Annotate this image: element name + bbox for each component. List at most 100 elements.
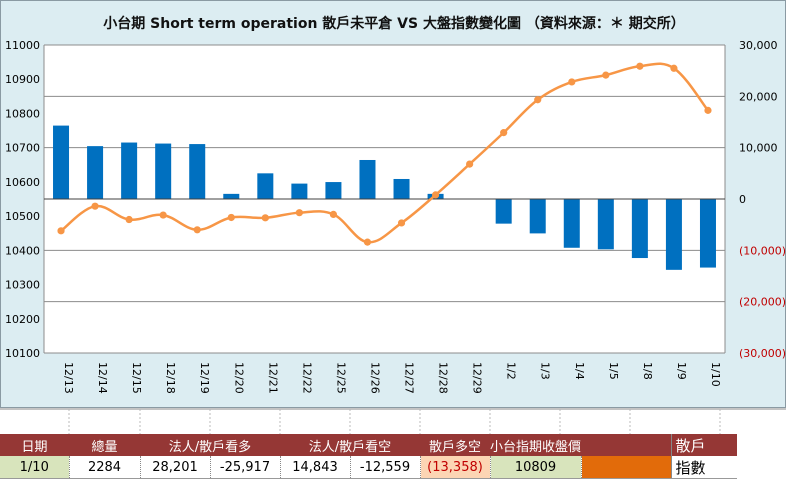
x-tick-label: 1/5 [607,362,620,380]
right-tick-label: (20,000) [739,296,786,309]
value-inst-short: 14,843 [280,456,351,479]
retail-bar [53,125,70,199]
retail-bar [597,199,614,250]
table-value-row: 1/10 2284 28,201 -25,917 14,843 -12,559 … [0,456,738,479]
x-axis-ticks: 12/13 12/14 12/15 12/18 12/19 12/20 12/21 12/22… [62,362,722,394]
legend-blue-swatch [581,434,672,456]
retail-bar [325,182,342,199]
left-tick-label: 10600 [5,176,40,189]
right-axis-ticks: (30,000) (20,000) (10,000) 0 10,000 20,000 30,… [739,39,786,360]
left-tick-label: 10200 [5,313,40,326]
left-tick-label: 10700 [5,142,40,155]
index-point [261,214,269,222]
retail-bar [189,144,206,199]
right-tick-label: 0 [739,193,746,206]
index-point [466,160,474,168]
x-tick-label: 12/20 [232,362,245,394]
legend-label-retail: 散戶 [670,434,738,456]
value-retail-net: (13,358) [420,456,491,479]
value-inst-long: 28,201 [140,456,211,479]
x-tick-label: 12/13 [62,362,75,394]
header-long: 法人/散戶看多 [140,434,280,456]
value-retail-short: -12,559 [350,456,421,479]
index-point [636,62,644,70]
index-point [125,215,133,224]
right-tick-label: 30,000 [739,39,778,52]
retail-bar [563,199,580,248]
table-top-rule [0,408,786,434]
index-point [57,227,65,235]
left-tick-label: 10900 [5,73,40,86]
x-tick-label: 12/21 [266,362,279,394]
retail-bar [121,142,138,199]
x-tick-label: 1/9 [675,362,688,380]
retail-bar [291,183,308,199]
summary-table: 日期 總量 法人/散戶看多 法人/散戶看空 散戶多空 小台指期收盤價 散戶 1/… [0,434,738,479]
header-close: 小台指期收盤價 [490,434,582,456]
chart-title: 小台期 Short term operation 散戶未平倉 VS 大盤指數變化… [103,16,685,32]
retail-bars [53,125,716,270]
x-tick-label: 1/2 [505,362,518,380]
retail-bar [87,146,104,199]
index-point [159,211,167,219]
value-volume: 2284 [69,456,141,479]
header-date: 日期 [0,434,69,456]
x-tick-label: 1/3 [539,362,552,380]
index-point [227,213,235,222]
retail-bar [223,193,240,199]
retail-bar [529,199,546,234]
right-tick-label: (30,000) [739,347,786,360]
header-retail-net: 散戶多空 [420,434,490,456]
index-point [500,129,508,137]
value-close: 10809 [490,456,582,479]
table-header-row: 日期 總量 法人/散戶看多 法人/散戶看空 散戶多空 小台指期收盤價 散戶 [0,434,738,456]
x-tick-label: 12/27 [403,362,416,394]
index-point [534,96,542,104]
index-point [704,106,712,114]
left-tick-label: 10400 [5,244,40,257]
legend-orange-swatch [581,456,672,479]
retail-bar [257,173,274,199]
right-tick-label: 20,000 [739,90,778,103]
x-tick-label: 12/19 [198,362,211,394]
right-tick-label: (10,000) [739,244,786,257]
left-axis-ticks: 10100 10200 10300 10400 10500 10600 10700 10800… [5,39,40,360]
x-tick-label: 12/14 [96,362,109,394]
index-point [193,226,201,234]
index-point [397,219,406,227]
x-tick-label: 1/10 [709,362,722,387]
chart-plot: 10100 10200 10300 10400 10500 10600 10700 10800… [5,39,786,394]
left-tick-label: 10300 [5,279,40,292]
index-point [670,64,678,72]
x-tick-label: 12/22 [300,362,313,394]
left-tick-label: 10100 [5,347,40,360]
header-short: 法人/散戶看空 [280,434,420,456]
index-point [602,71,610,79]
x-tick-label: 12/18 [164,362,177,394]
index-point [568,78,576,86]
x-tick-label: 12/29 [471,362,484,394]
index-point [295,209,303,217]
retail-bar [699,199,716,268]
retail-bar [359,159,376,199]
value-date: 1/10 [0,456,70,479]
index-point [431,191,440,199]
x-tick-label: 1/4 [573,362,586,380]
retail-bar [155,143,172,199]
x-tick-label: 12/15 [130,362,143,394]
chart-panel: 10100 10200 10300 10400 10500 10600 10700 10800… [0,0,786,408]
index-point [363,238,372,246]
left-tick-label: 10500 [5,210,40,223]
retail-bar [631,199,648,259]
index-line [57,62,712,246]
right-tick-label: 10,000 [739,142,778,155]
retail-bar [495,199,512,224]
legend-label-index: 指數 [670,456,738,479]
value-retail-long: -25,917 [210,456,281,479]
x-tick-label: 12/26 [368,362,381,394]
retail-bar [393,178,410,199]
x-tick-label: 12/28 [437,362,450,394]
retail-bar [665,199,682,270]
header-volume: 總量 [69,434,140,456]
